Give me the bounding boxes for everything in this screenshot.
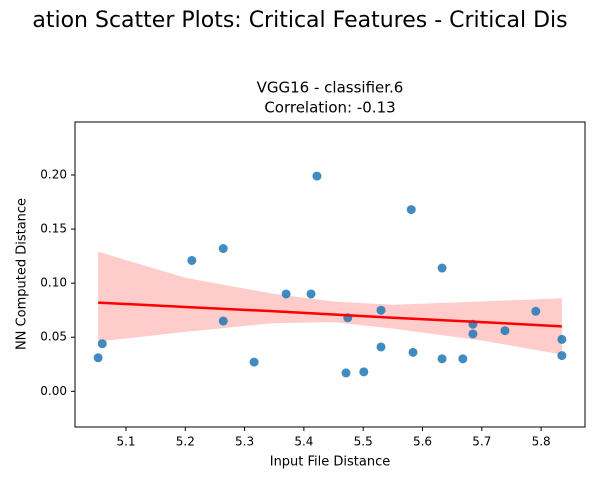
suptitle: ation Scatter Plots: Critical Features -…	[32, 8, 567, 33]
point	[408, 347, 418, 357]
point	[376, 305, 386, 315]
y-tick-label: 0.00	[40, 384, 67, 398]
point	[437, 354, 447, 364]
point	[359, 367, 369, 377]
y-tick-label: 0.10	[40, 276, 67, 290]
point	[97, 339, 107, 349]
chart-subtitle: Correlation: -0.13	[264, 99, 395, 117]
point	[249, 357, 259, 367]
confidence-band	[98, 251, 562, 355]
point	[312, 171, 322, 181]
point	[557, 334, 567, 344]
x-tick-label: 5.8	[532, 435, 551, 449]
point	[93, 353, 103, 363]
point	[500, 326, 510, 336]
x-tick-label: 5.2	[176, 435, 195, 449]
x-tick-label: 5.5	[354, 435, 373, 449]
chart-title: VGG16 - classifier.6	[257, 79, 404, 97]
y-tick-label: 0.20	[40, 167, 67, 181]
point	[187, 255, 197, 265]
x-tick-label: 5.6	[413, 435, 432, 449]
point	[341, 368, 351, 378]
point	[218, 316, 228, 326]
y-axis-label: NN Computed Distance	[15, 198, 30, 350]
plot-frame	[74, 121, 586, 428]
x-tick-label: 5.4	[294, 435, 313, 449]
point	[306, 289, 316, 299]
regression-line	[98, 301, 562, 328]
x-tick-label: 5.7	[472, 435, 491, 449]
point	[406, 205, 416, 215]
x-tick-label: 5.3	[235, 435, 254, 449]
point	[376, 342, 386, 352]
x-tick-label: 5.1	[116, 435, 135, 449]
y-tick-label: 0.15	[40, 222, 67, 236]
point	[281, 289, 291, 299]
point	[458, 354, 468, 364]
y-tick-label: 0.05	[40, 330, 67, 344]
point	[218, 244, 228, 254]
point	[557, 351, 567, 361]
x-axis-label: Input File Distance	[270, 455, 391, 470]
point	[437, 263, 447, 273]
point	[531, 306, 541, 316]
point	[468, 329, 478, 339]
